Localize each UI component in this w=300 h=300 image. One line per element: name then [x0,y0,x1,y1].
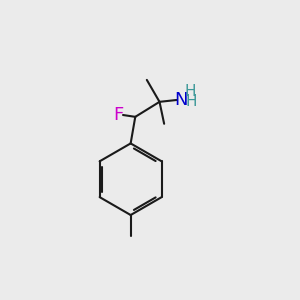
Text: H: H [185,84,196,99]
Text: H: H [185,94,197,109]
Text: N: N [174,91,188,109]
Text: F: F [113,106,123,124]
